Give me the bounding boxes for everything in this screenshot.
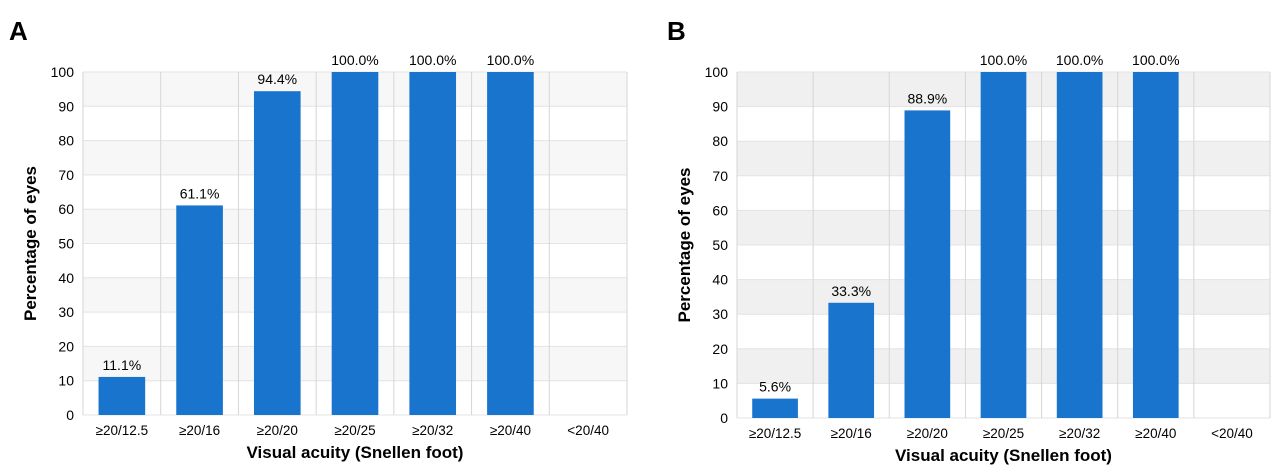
bar (1056, 72, 1103, 418)
bar (828, 302, 875, 418)
y-tick-label: 40 (712, 272, 728, 288)
y-tick-label: 10 (712, 375, 728, 391)
y-axis-title: Percentage of eyes (21, 166, 40, 321)
x-tick-label: ≥20/40 (490, 423, 531, 438)
x-tick-label: ≥20/12.5 (96, 423, 148, 438)
bar (904, 110, 951, 418)
data-label: 100.0% (331, 52, 378, 68)
data-label: 11.1% (103, 357, 142, 373)
bar (980, 72, 1027, 418)
x-tick-label: ≥20/16 (179, 423, 220, 438)
panel-letter: A (9, 16, 28, 46)
y-tick-label: 80 (58, 133, 74, 149)
x-tick-label: <20/40 (567, 423, 609, 438)
panel-letter: B (667, 16, 686, 46)
y-tick-label: 30 (58, 304, 74, 320)
y-tick-label: 40 (58, 270, 74, 286)
data-label: 94.4% (257, 71, 297, 87)
y-tick-label: 10 (58, 373, 74, 389)
data-label: 5.6% (759, 379, 791, 395)
x-tick-label: ≥20/40 (1135, 426, 1176, 441)
x-tick-label: ≥20/20 (907, 426, 948, 441)
bar (253, 91, 301, 415)
y-axis-title: Percentage of eyes (675, 168, 694, 323)
data-label: 61.1% (180, 185, 220, 201)
bar (409, 72, 457, 415)
data-label: 100.0% (1056, 52, 1103, 68)
y-tick-label: 60 (712, 202, 728, 218)
x-tick-label: ≥20/16 (831, 426, 872, 441)
data-label: 100.0% (1132, 52, 1179, 68)
bar (1132, 72, 1179, 418)
y-tick-label: 20 (58, 338, 74, 354)
bar (331, 72, 379, 415)
y-tick-label: 70 (712, 168, 728, 184)
bar (752, 398, 798, 418)
bar (176, 205, 223, 415)
chart-panel-a: 0 10 20 30 40 50 60 70 80 90 100 11.1% ≥20/12.5 61.1%… (9, 16, 628, 462)
y-tick-label: 90 (712, 99, 728, 115)
y-tick-label: 100 (51, 64, 75, 80)
y-tick-label: 80 (712, 133, 728, 149)
x-tick-label: ≥20/32 (1059, 426, 1100, 441)
y-tick-label: 50 (712, 237, 728, 253)
y-tick-label: 0 (720, 410, 728, 426)
data-label: 33.3% (831, 283, 871, 299)
y-tick-label: 70 (58, 167, 74, 183)
data-label: 100.0% (980, 52, 1027, 68)
x-tick-label: ≥20/25 (334, 423, 375, 438)
y-tick-label: 20 (712, 341, 728, 357)
y-tick-label: 60 (58, 201, 74, 217)
y-tick-label: 0 (66, 407, 74, 423)
bar (98, 376, 146, 415)
x-tick-label: <20/40 (1211, 426, 1253, 441)
x-tick-label: ≥20/12.5 (749, 426, 801, 441)
x-axis-title: Visual acuity (Snellen foot) (247, 443, 464, 462)
data-label: 100.0% (487, 52, 534, 68)
x-axis-title: Visual acuity (Snellen foot) (895, 446, 1112, 465)
y-tick-label: 100 (705, 64, 729, 80)
bar (487, 72, 534, 415)
x-tick-label: ≥20/20 (257, 423, 298, 438)
data-label: 88.9% (908, 90, 948, 106)
x-tick-label: ≥20/32 (412, 423, 453, 438)
data-label: 100.0% (409, 52, 456, 68)
x-tick-label: ≥20/25 (983, 426, 1024, 441)
y-tick-label: 30 (712, 306, 728, 322)
y-tick-label: 90 (58, 98, 74, 114)
y-tick-label: 50 (58, 236, 74, 252)
chart-panel-b: 0 10 20 30 40 50 60 70 80 90 100 5.6% ≥20/12.5 33.3% ≥… (667, 16, 1271, 465)
